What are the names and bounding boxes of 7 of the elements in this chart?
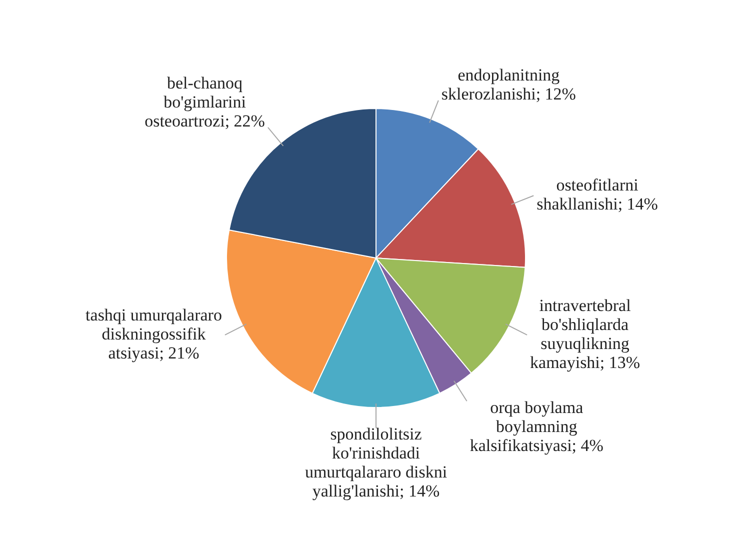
slice-label: endoplanitning sklerozlanishi; 12% [441, 65, 576, 104]
slice-label: orqa boylama boylamning kalsifikatsiyasi; 4% [470, 398, 604, 456]
slice-label: osteofitlarni shakllanishi; 14% [536, 176, 658, 214]
slice-label: tashqi umurqalararo diskningossifik atsiyasi; 21% [86, 305, 222, 362]
slice-label: bel-chanoq bo'gimlarini osteoartrozi; 22% [144, 73, 265, 130]
slice-label: spondilolitsiz ko'rinishdadi umurtqalararo diskni yallig'lanishi; 14% [304, 424, 448, 500]
slice-label: intravertebral bo'shliqlarda suyuqlikning kamayishi; 13% [530, 296, 640, 372]
